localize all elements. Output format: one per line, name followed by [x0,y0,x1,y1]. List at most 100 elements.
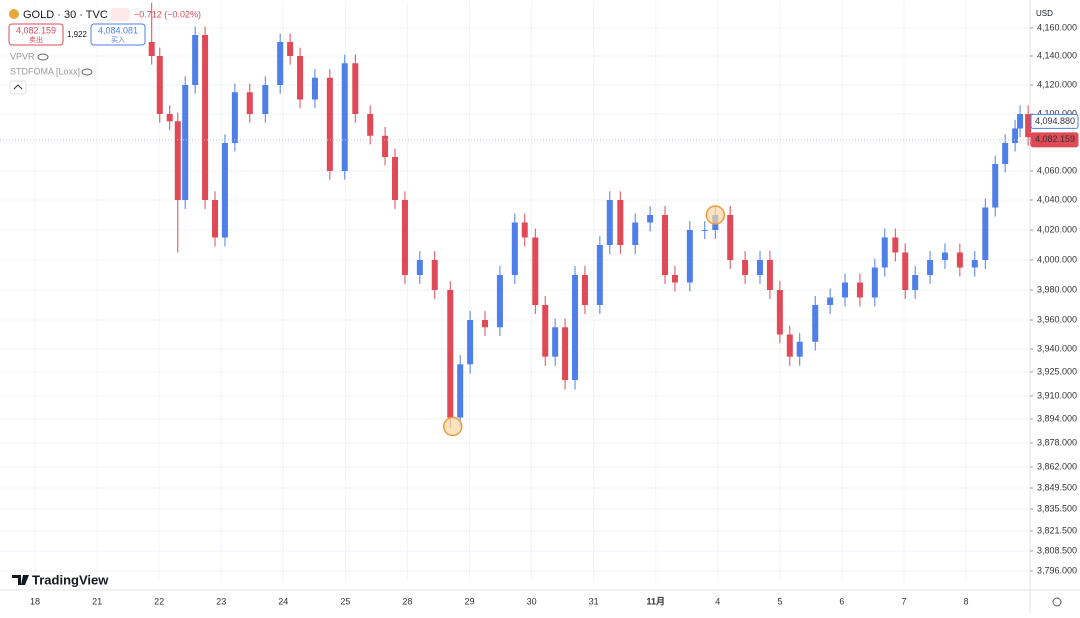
y-tick-label: 4,120.000 [1037,79,1077,89]
candle-body [756,260,763,275]
candle-body [581,275,588,305]
candle-body [766,260,773,290]
candle-body [262,85,269,114]
y-tick-label: 3,894.000 [1037,413,1077,423]
candle-body [856,282,863,298]
candle-body [662,215,669,275]
chevron[interactable] [13,84,23,90]
candle-body [352,63,359,114]
candle-body [927,260,934,275]
y-tick-label: 3,910.000 [1037,390,1077,400]
candle-body [827,297,834,305]
currency[interactable]: USD [1036,9,1053,18]
candle-body [192,35,199,85]
candle-body [776,290,783,335]
y-tick-label: 4,060.000 [1037,165,1077,175]
candle-body [871,267,878,298]
price-tag-label: 4,094.880 [1035,116,1075,126]
marker [442,416,463,437]
y-tick-label: 3,878.000 [1037,437,1077,447]
collapse-button[interactable] [9,80,27,95]
candle-body [496,275,503,328]
price-tag [1030,113,1079,129]
spread: 1,922 [67,30,88,39]
change: −0.712 (−0.02%) [134,9,201,19]
candle-body [956,252,963,268]
candle-body [341,63,348,171]
indicator[interactable]: VPVR [10,51,35,61]
x-tick-label: 30 [527,596,537,606]
candle-body [447,290,454,418]
eye-icon[interactable] [37,53,49,61]
candle-body [686,230,693,283]
sell-label[interactable]: 卖出 [29,35,43,44]
y-tick-label: 3,940.000 [1037,343,1077,353]
candle-body [297,56,304,100]
marker [705,205,726,225]
candle-body [572,275,579,380]
symbol[interactable]: GOLD · 30 · TVC [23,9,108,21]
candle-body [971,260,978,268]
candle-body [727,215,734,260]
candle-body [457,364,464,418]
buy-label[interactable]: 买入 [111,36,125,44]
candle-body [511,222,518,275]
icon[interactable] [111,8,129,21]
x-tick-label: 6 [839,596,844,606]
y-tick-label: 4,040.000 [1037,194,1077,204]
y-tick-label: 4,160.000 [1037,22,1077,32]
candle-body [212,200,219,238]
y-tick-label: 3,821.500 [1037,525,1077,535]
candle-body [912,275,919,290]
symbol-logo [9,9,19,19]
x-tick-label: 8 [964,596,969,606]
brand-logo [12,575,29,585]
candle-body [1012,128,1019,143]
x-tick-label: 31 [589,596,599,606]
candle-body [812,305,819,342]
candle-body [606,200,613,245]
candle-body [941,252,948,260]
candle-body [382,135,389,157]
eye-icon[interactable] [81,68,93,76]
candle-body [701,230,708,231]
candle-body [148,42,155,56]
y-tick-label: 4,020.000 [1037,224,1077,234]
candle-body [182,85,189,200]
brand[interactable]: TradingView [32,572,109,587]
settings-icon[interactable] [1052,597,1062,607]
y-tick-label: 3,808.500 [1037,545,1077,555]
sell-button[interactable] [8,23,64,46]
candle-body [277,42,284,85]
y-tick-label: 4,000.000 [1037,254,1077,264]
y-tick-label: 3,980.000 [1037,284,1077,294]
candle-body [431,260,438,290]
sell-price[interactable]: 4,082.159 [16,25,56,35]
candle-body [311,77,318,100]
x-tick-label: 29 [464,596,474,606]
x-tick-label: 22 [154,596,164,606]
candle-body [392,157,399,200]
y-tick-label: 3,960.000 [1037,314,1077,324]
candle-body [202,35,209,200]
x-tick-label: 28 [402,596,412,606]
candle-body [1002,143,1009,164]
candle-body [326,77,333,171]
y-tick-label: 3,849.500 [1037,482,1077,492]
candle-body [786,334,793,357]
buy-button[interactable] [90,23,146,46]
candle-body [367,114,374,136]
price-tag-label: 4,082.159 [1035,134,1075,144]
x-tick-label: 11月 [646,596,665,606]
buy-price[interactable]: 4,084.081 [98,25,138,35]
candle-body [246,92,253,114]
indicator[interactable]: STDFOMA [Loxx] [10,66,80,76]
candle-body [982,207,989,260]
candle-body [521,222,528,238]
y-tick-label: 4,100.000 [1037,108,1077,118]
candle-body [156,56,163,114]
candle-body [287,42,294,56]
candle-body [221,143,228,238]
